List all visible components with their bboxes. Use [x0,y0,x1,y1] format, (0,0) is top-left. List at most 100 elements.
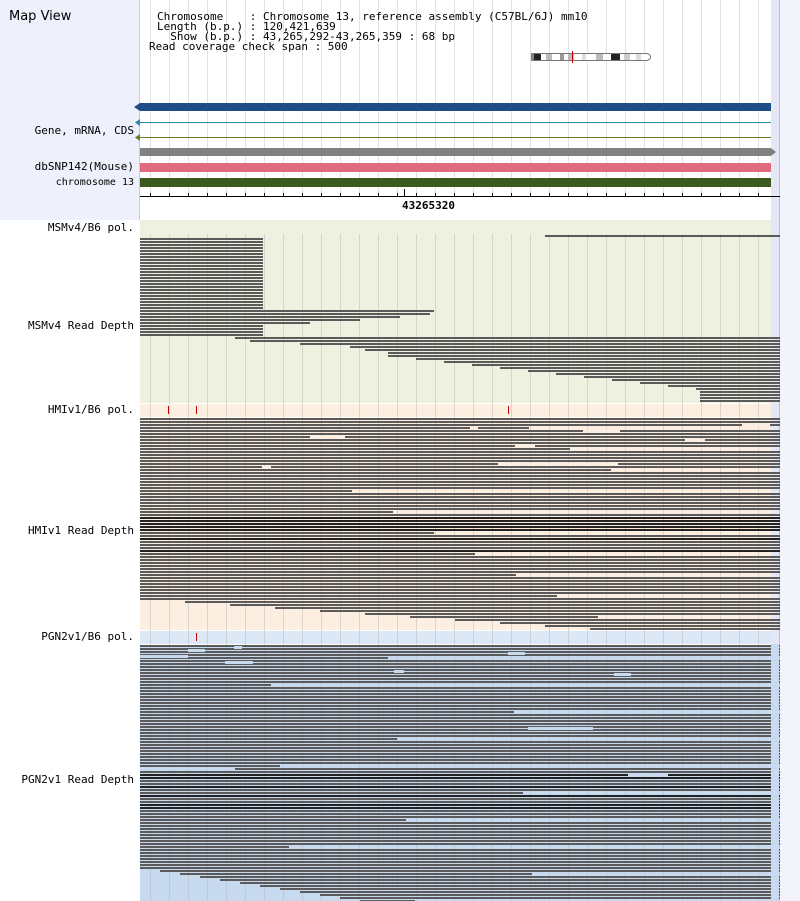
sequence-read [230,604,780,606]
sequence-read [160,870,780,872]
sequence-read [140,843,780,845]
sequence-read [320,894,780,896]
sequence-read [140,681,780,683]
sequence-read [140,798,780,800]
sequence-read [140,852,780,854]
sequence-read [140,577,780,579]
axis-tick [511,193,512,196]
pgn-pol-label: PGN2v1/B6 pol. [41,630,134,643]
sequence-read [280,888,780,890]
sequence-read [140,517,780,519]
polymorphism-track [140,630,780,644]
sequence-read [668,385,780,387]
sequence-read [140,738,397,740]
sequence-read [140,828,780,830]
sequence-read [140,325,263,327]
read-gap [685,439,705,442]
polymorphism-track [140,403,780,417]
sequence-read [140,592,780,594]
sequence-read [590,628,780,630]
coverage-span-info: Read coverage check span : 500 [149,40,348,53]
sequence-read [140,502,780,504]
sequence-read [140,496,780,498]
read-gap [225,661,253,664]
sequence-read [140,319,360,321]
sequence-read [140,316,400,318]
snv-mark [168,406,169,414]
sequence-read [388,355,780,357]
axis-tick [150,193,151,196]
sequence-read [140,729,780,731]
gene-bar [140,103,771,111]
sequence-read [240,882,780,884]
sequence-read [140,448,570,450]
msm-depth-label: MSMv4 Read Depth [28,319,134,332]
read-gap [614,673,631,676]
pgn-right-edge [771,644,779,901]
show-range-info: Show (b.p.) : 43,265,292-43,265,359 : 68… [157,30,456,43]
axis-tick [682,193,683,196]
sequence-read [140,418,780,420]
sequence-read [140,565,780,567]
sequence-read [140,244,263,246]
read-gap [666,792,769,795]
sequence-read [200,876,780,878]
sequence-read [140,268,263,270]
sequence-read [140,705,780,707]
sequence-read [140,768,780,770]
gene-gray-bar [140,148,771,156]
gene-gray-arrow [771,148,776,156]
sequence-read [140,493,780,495]
sequence-read [140,427,529,429]
read-gap [262,466,271,469]
sequence-read [140,759,780,761]
chromosome-bar [140,178,771,187]
sequence-read [140,816,780,818]
sequence-read [140,744,780,746]
sequence-read [140,463,780,465]
axis-tick [188,193,189,196]
sequence-read [140,723,780,725]
sequence-read [140,451,780,453]
panel-separator [140,644,780,645]
read-gap [234,646,242,649]
read-gap [742,423,770,426]
axis-tick [169,193,170,196]
sequence-read [140,753,780,755]
axis-tick [340,193,341,196]
sequence-read [140,834,780,836]
sequence-read [140,855,780,857]
sequence-read [140,550,780,552]
sequence-read [140,271,263,273]
sequence-read [140,777,780,779]
sequence-read [140,331,263,333]
sequence-read [140,568,780,570]
axis-tick [739,193,740,196]
sequence-read [140,547,780,549]
sequence-read [140,813,780,815]
sequence-read [140,424,780,426]
sequence-read [140,298,263,300]
sequence-read [140,475,780,477]
sequence-read [140,598,780,600]
sequence-read [140,589,780,591]
sequence-read [140,858,780,860]
sequence-read [185,601,780,603]
sequence-read [140,663,780,665]
sequence-read [140,711,514,713]
read-gap [310,436,345,439]
header-divider [139,0,140,235]
axis-tick [378,193,379,196]
sequence-read [140,466,780,468]
sequence-read [140,792,523,794]
sequence-read [140,699,780,701]
ideogram-band [582,53,586,61]
axis-tick [530,193,531,196]
sequence-read [140,301,263,303]
sequence-read [140,256,263,258]
sequence-read [140,280,263,282]
sequence-read [140,511,393,513]
sequence-read [140,469,611,471]
